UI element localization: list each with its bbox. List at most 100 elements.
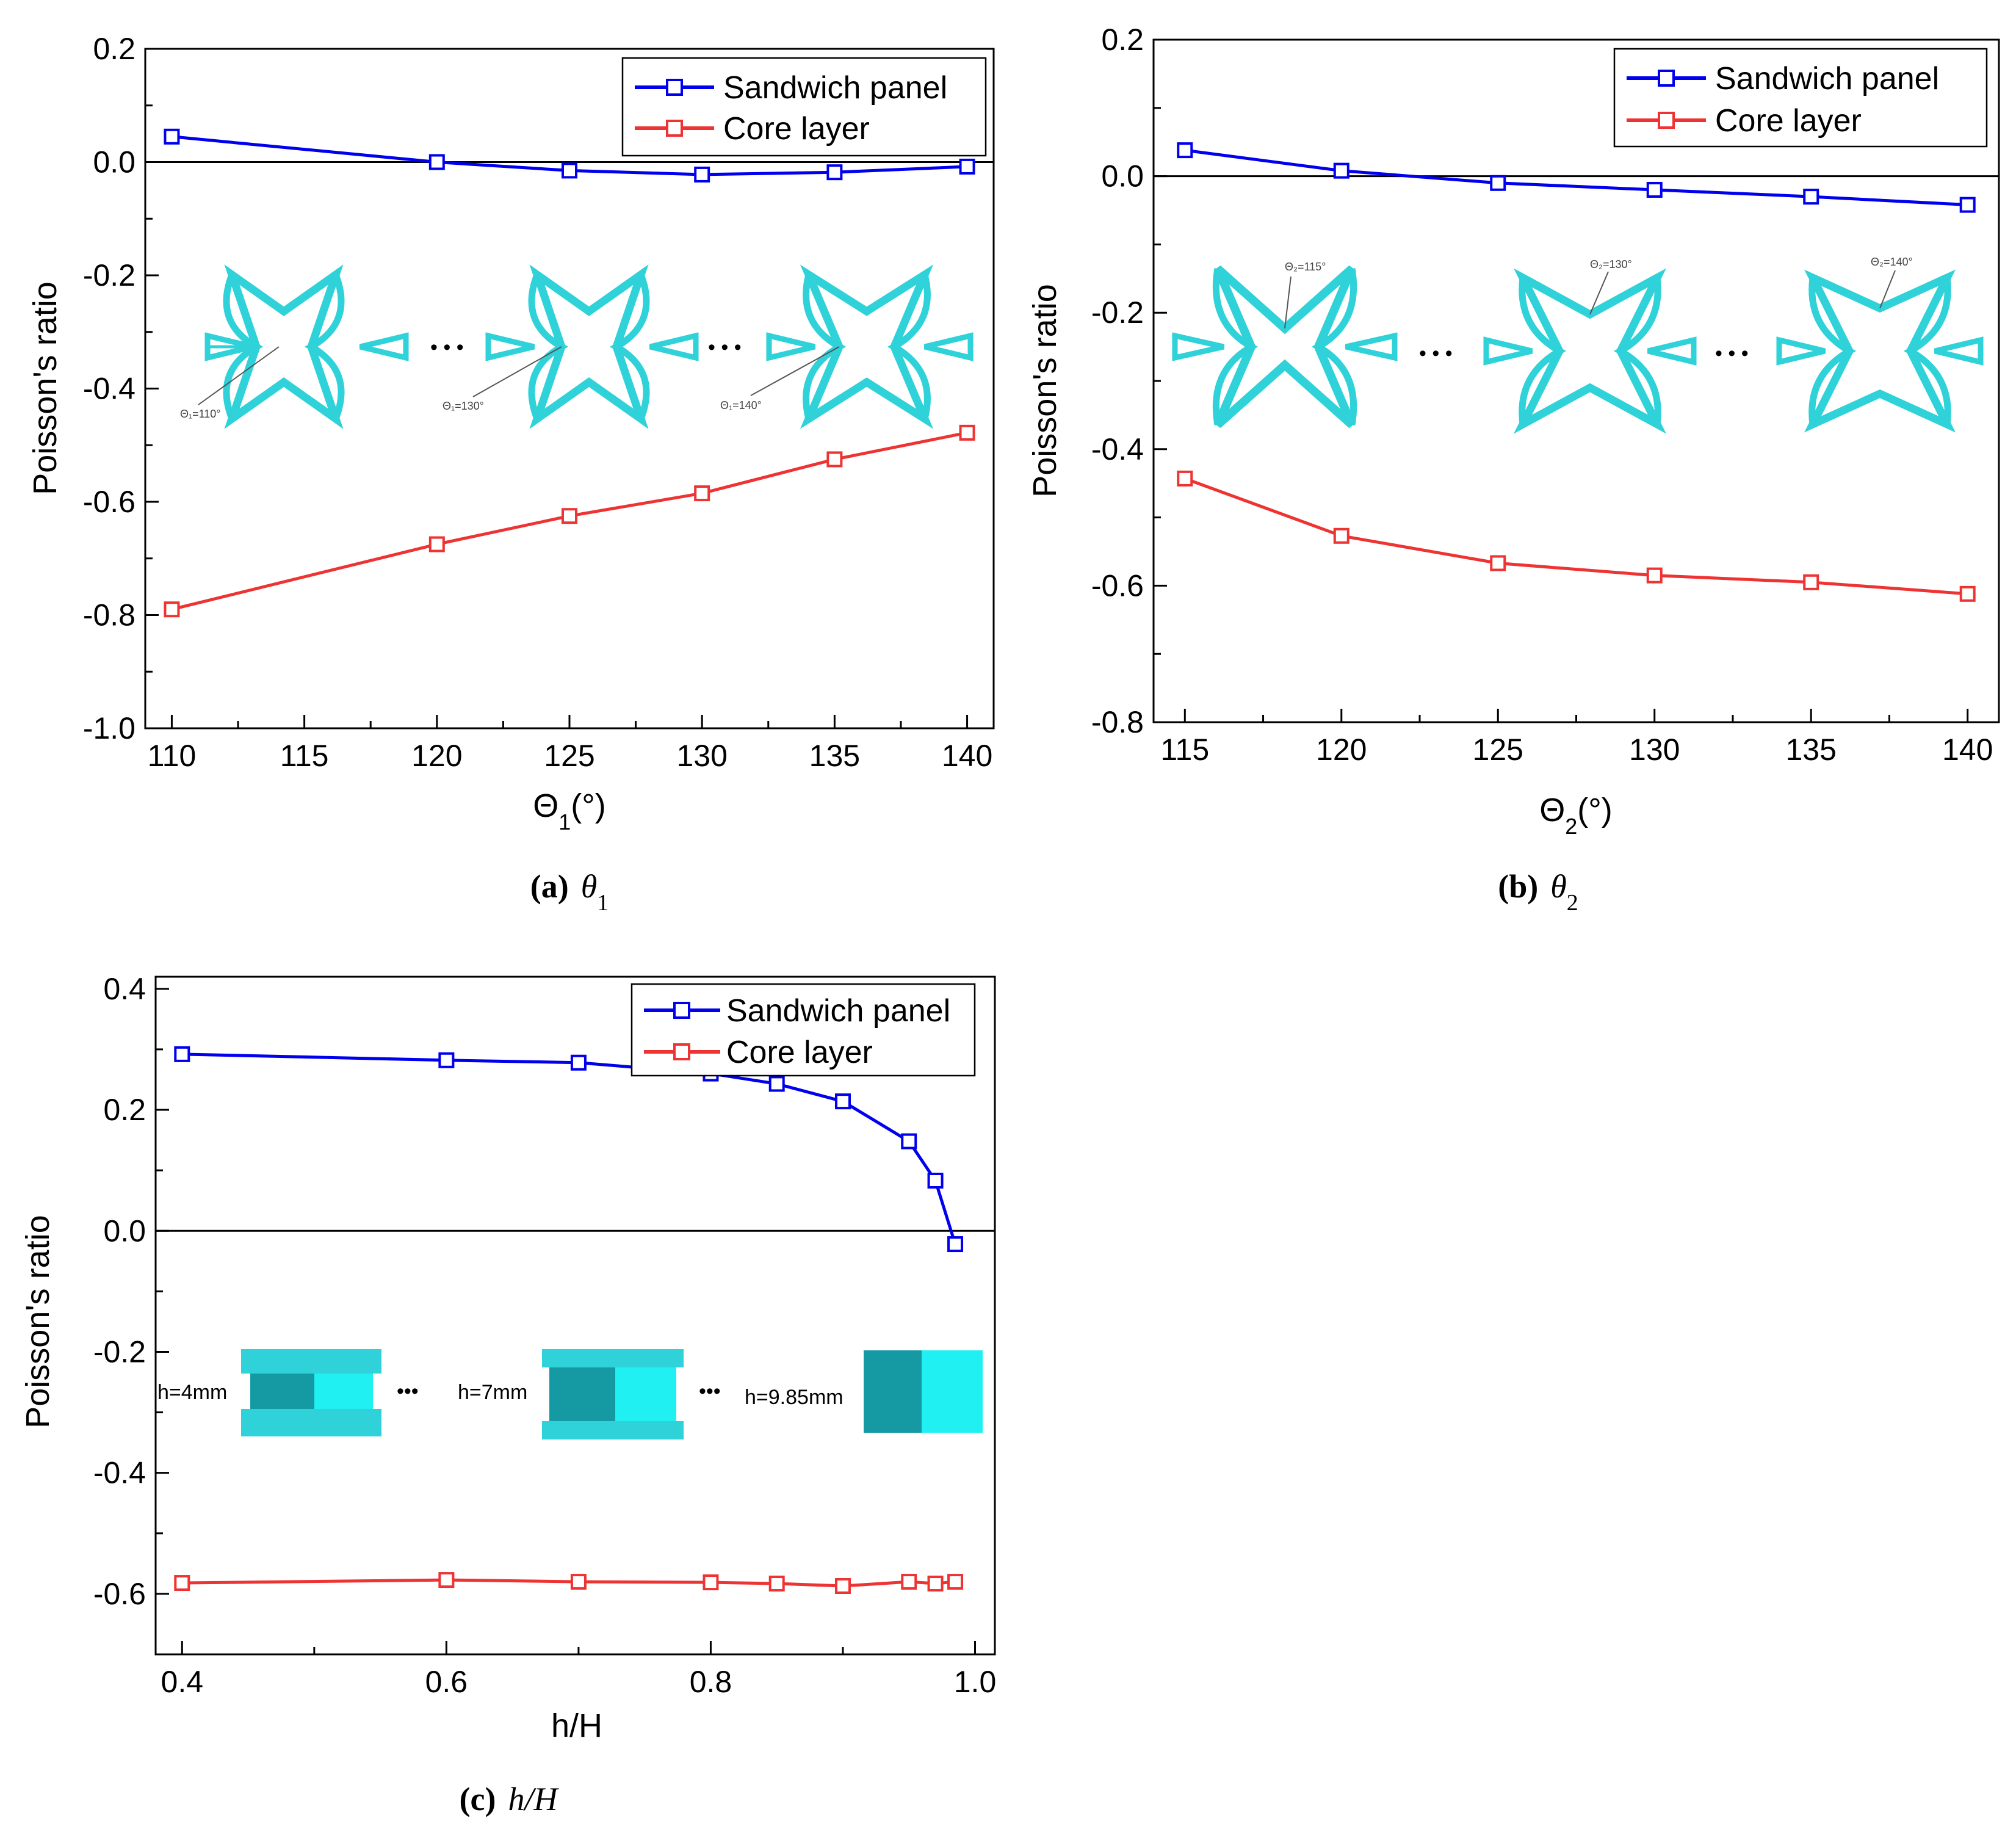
inset-label-theta2-140: Θ₂=140° (1871, 256, 1913, 268)
x-ticks: 110 115 120 125 130 135 140 (148, 715, 992, 773)
y-tick-label: 0.0 (103, 1214, 146, 1248)
legend-sandwich-label: Sandwich panel (723, 70, 947, 106)
legend: Sandwich panel Core layer (630, 983, 976, 1077)
data-point (768, 1076, 785, 1092)
data-point (901, 1133, 917, 1150)
unit-cell-theta2-140: Θ₂=140° (1776, 256, 1984, 433)
data-point (174, 1046, 190, 1062)
x-tick-label: 130 (676, 739, 727, 773)
y-tick-label: -0.6 (83, 485, 135, 519)
data-point (826, 451, 843, 468)
inset-label-theta1-140: Θ₁=140° (720, 399, 762, 411)
y-tick-label: -0.2 (83, 258, 135, 292)
data-point (1959, 585, 1976, 602)
legend: Sandwich panel Core layer (621, 57, 987, 157)
plot-frame (154, 976, 996, 1656)
leader-line (1589, 271, 1609, 315)
data-point (834, 1578, 851, 1595)
unit-cell-right-lobe (1311, 268, 1357, 425)
x-axis-label: h/H (551, 1707, 602, 1744)
unit-cell-right-triangle (649, 332, 699, 361)
data-point (768, 1576, 785, 1592)
data-point (959, 158, 975, 175)
inset-sandwich-blocks: h=4mm ••• h=7mm ••• h=9.85mm (157, 1349, 983, 1439)
ellipsis: ••• (699, 1380, 721, 1403)
leader-line (1879, 270, 1896, 309)
x-tick-label: 110 (148, 739, 197, 773)
legend-sandwich-marker (1658, 70, 1675, 87)
leader-line (750, 346, 840, 396)
x-tick-label: 130 (1629, 733, 1680, 767)
data-point (438, 1572, 455, 1588)
legend-core-label: Core layer (726, 1035, 873, 1070)
inset-label-h4: h=4mm (157, 1381, 227, 1404)
data-point (1490, 555, 1506, 571)
y-axis-label: Poisson's ratio (27, 281, 63, 494)
data-point (947, 1236, 964, 1253)
y-tick-label: 0.4 (103, 972, 146, 1006)
unit-cell-star (1513, 268, 1667, 434)
unit-cell-left-triangle (485, 332, 535, 361)
ellipsis: • • • (1419, 342, 1453, 365)
data-point (826, 164, 843, 181)
data-point (1803, 189, 1819, 205)
data-point (703, 1574, 719, 1591)
data-point (562, 508, 577, 524)
x-tick-label: 0.8 (690, 1665, 732, 1699)
data-point (428, 154, 445, 170)
y-tick-label: -0.6 (93, 1577, 146, 1611)
y-tick-label: -0.2 (93, 1334, 146, 1369)
data-point (694, 166, 710, 183)
data-point (1959, 197, 1976, 213)
legend-core-marker (673, 1043, 690, 1060)
unit-cell-star (800, 264, 934, 429)
y-ticks: 0.2 0.0 -0.2 -0.4 -0.6 -0.8 -1.0 (83, 32, 159, 745)
y-tick-label: -0.6 (1091, 568, 1144, 603)
data-point (570, 1054, 587, 1071)
data-point (1177, 142, 1193, 159)
unit-cell-theta2-115: Θ₂=115° (1172, 261, 1398, 429)
unit-cell-star (529, 264, 649, 429)
x-tick-label: 0.6 (425, 1665, 468, 1699)
y-tick-label: 0.0 (1101, 159, 1144, 194)
inset-label-theta2-115: Θ₂=115° (1285, 261, 1326, 273)
ellipsis: • • • (430, 336, 464, 359)
data-point (1333, 162, 1349, 179)
x-tick-label: 1.0 (954, 1665, 997, 1699)
leader-line (198, 346, 280, 405)
unit-cell-star (1804, 269, 1956, 433)
unit-cell-left-lobe (223, 273, 264, 420)
leader-line (1284, 276, 1292, 329)
y-ticks: 0.2 0.0 -0.2 -0.4 -0.6 -0.8 (1091, 23, 1167, 739)
caption-b: (b) θ2 (1498, 868, 1578, 916)
legend-sandwich-marker (673, 1002, 690, 1019)
unit-cell-right-triangle (1647, 336, 1697, 366)
data-point (1646, 181, 1663, 198)
data-point (570, 1574, 587, 1590)
leader-line (472, 346, 562, 397)
panel-a: 110 115 120 125 130 135 140 0.2 0.0 -0.2 -0.4 -0.6… (27, 32, 995, 916)
ellipsis: • • • (1715, 342, 1749, 365)
data-point (438, 1052, 455, 1068)
data-point (1490, 175, 1506, 191)
x-tick-label: 135 (1786, 733, 1837, 767)
series-line (182, 1052, 957, 1245)
legend-box (621, 57, 987, 157)
y-axis-label: Poisson's ratio (1027, 284, 1063, 497)
unit-cell-left-triangle (1776, 336, 1826, 366)
y-tick-label: -0.2 (1091, 295, 1144, 330)
unit-cell-right-triangle (1934, 336, 1984, 366)
ellipsis: • • • (708, 336, 742, 359)
y-tick-label: -0.4 (1091, 432, 1144, 466)
x-tick-label: 135 (809, 739, 860, 773)
data-point (694, 485, 710, 502)
data-point (164, 601, 180, 618)
data-point (927, 1576, 944, 1592)
data-point (834, 1093, 851, 1110)
x-tick-label: 120 (411, 739, 462, 773)
legend-core-marker (666, 120, 683, 137)
unit-cell-right-lobe (1903, 277, 1951, 425)
data-point (562, 162, 577, 179)
panel-b: 115 120 125 130 135 140 0.2 0.0 -0.2 -0.4 -0.6 -0.… (1027, 23, 2000, 916)
unit-cell-left-triangle (766, 332, 816, 361)
